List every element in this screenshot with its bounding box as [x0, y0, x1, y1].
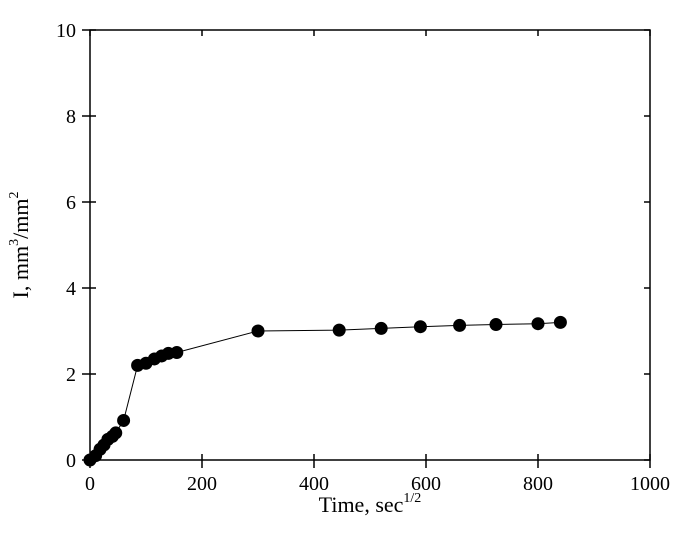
series-marker: [118, 414, 130, 426]
series-marker: [490, 319, 502, 331]
x-tick-label: 200: [187, 473, 217, 495]
series-marker: [171, 347, 183, 359]
y-tick-label: 8: [66, 106, 76, 128]
y-tick-label: 0: [66, 450, 76, 472]
chart-svg: 020040060080010000246810Time, sec1/2I, m…: [0, 0, 682, 540]
series-marker: [454, 319, 466, 331]
series-marker: [110, 427, 122, 439]
y-tick-label: 10: [56, 20, 76, 42]
series-marker: [554, 316, 566, 328]
chart-container: 020040060080010000246810Time, sec1/2I, m…: [0, 0, 682, 540]
x-tick-label: 0: [85, 473, 95, 495]
y-tick-label: 4: [66, 278, 76, 300]
series-marker: [252, 325, 264, 337]
series-marker: [333, 324, 345, 336]
x-tick-label: 800: [523, 473, 553, 495]
x-tick-label: 1000: [630, 473, 670, 495]
series-marker: [375, 322, 387, 334]
chart-background: [0, 0, 682, 540]
y-tick-label: 2: [66, 364, 76, 386]
series-marker: [532, 318, 544, 330]
series-marker: [414, 321, 426, 333]
y-tick-label: 6: [66, 192, 76, 214]
